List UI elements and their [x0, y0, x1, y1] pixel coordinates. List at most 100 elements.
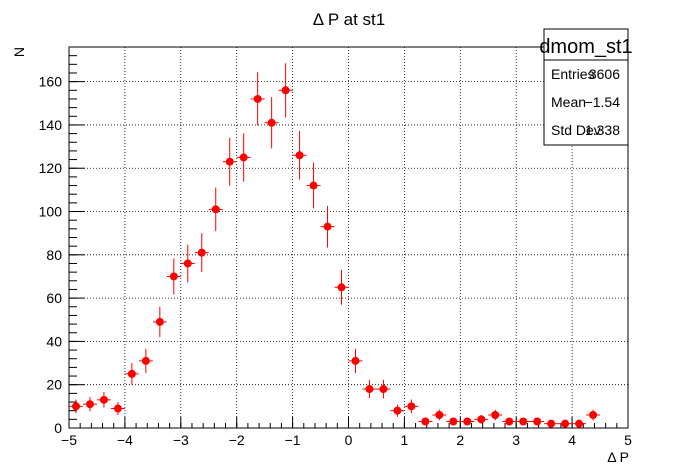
- y-tick-label: 0: [54, 420, 62, 436]
- data-point: [306, 162, 321, 209]
- y-tick-label: 140: [39, 117, 63, 133]
- data-point: [460, 417, 475, 426]
- data-marker: [141, 356, 150, 365]
- data-marker: [197, 248, 206, 257]
- stats-entries-label: Entries: [551, 66, 595, 82]
- data-point: [82, 397, 97, 412]
- x-tick-label: 2: [456, 432, 464, 448]
- data-point: [334, 269, 349, 305]
- stats-mean-label: Mean: [551, 94, 586, 110]
- data-point: [516, 417, 531, 426]
- data-marker: [393, 406, 402, 415]
- data-marker: [477, 415, 486, 424]
- data-marker: [281, 86, 290, 95]
- data-point: [390, 404, 405, 417]
- data-marker: [225, 157, 234, 166]
- data-point: [474, 415, 489, 424]
- data-marker: [463, 417, 472, 426]
- data-marker: [505, 417, 514, 426]
- data-point: [376, 379, 391, 399]
- x-tick-label: −1: [285, 432, 301, 448]
- data-point: [586, 409, 601, 421]
- data-marker: [337, 283, 346, 292]
- data-marker: [435, 411, 444, 420]
- grid-lines: [69, 47, 628, 428]
- stats-entries-value: 3606: [589, 66, 620, 82]
- x-axis-label: Δ P: [607, 449, 629, 465]
- axis-ticks: [68, 46, 629, 429]
- data-marker: [421, 417, 430, 426]
- data-point: [194, 233, 209, 273]
- data-point: [446, 417, 461, 426]
- data-marker: [533, 417, 542, 426]
- stats-box-name: dmom_st1: [539, 36, 632, 58]
- data-marker: [113, 404, 122, 413]
- data-point: [138, 348, 153, 373]
- stats-stddev-label: Std Dev: [551, 122, 601, 138]
- data-point: [264, 97, 279, 149]
- data-marker: [295, 151, 304, 160]
- data-marker: [155, 317, 164, 326]
- data-point: [418, 417, 433, 426]
- y-tick-label: 20: [46, 377, 62, 393]
- data-point: [110, 402, 125, 416]
- data-point: [348, 348, 363, 373]
- data-point: [152, 306, 167, 338]
- y-tick-label: 120: [39, 160, 63, 176]
- x-tick-label: 4: [568, 432, 576, 448]
- data-point: [278, 63, 293, 118]
- data-point: [166, 258, 181, 295]
- data-point: [292, 130, 307, 180]
- data-marker: [183, 259, 192, 268]
- data-marker: [589, 411, 598, 420]
- data-marker: [85, 400, 94, 409]
- data-marker: [71, 402, 80, 411]
- data-marker: [351, 356, 360, 365]
- data-point: [236, 133, 251, 182]
- x-tick-labels: −5 −4 −3 −2 −1 0 1 2 3 4 5: [61, 432, 632, 448]
- data-point: [362, 379, 377, 399]
- data-point: [96, 392, 111, 408]
- data-marker: [449, 417, 458, 426]
- data-marker: [99, 395, 108, 404]
- data-marker: [379, 385, 388, 394]
- x-tick-label: 1: [401, 432, 409, 448]
- data-marker: [407, 402, 416, 411]
- x-tick-label: −3: [173, 432, 189, 448]
- data-point: [208, 187, 223, 232]
- data-marker: [365, 385, 374, 394]
- x-tick-label: −5: [61, 432, 77, 448]
- data-marker: [491, 411, 500, 420]
- data-marker: [127, 369, 136, 378]
- data-marker: [547, 419, 556, 428]
- y-tick-label: 100: [39, 204, 63, 220]
- data-marker: [267, 118, 276, 127]
- data-marker: [323, 222, 332, 231]
- data-marker: [239, 153, 248, 162]
- data-marker: [253, 94, 262, 103]
- x-tick-label: 5: [624, 432, 632, 448]
- data-point: [530, 417, 545, 426]
- data-point: [222, 137, 237, 186]
- x-tick-label: 3: [512, 432, 520, 448]
- data-marker: [211, 205, 220, 214]
- y-axis-label: N: [11, 47, 27, 57]
- data-point: [572, 419, 587, 428]
- data-point: [124, 363, 139, 385]
- data-point: [432, 409, 447, 421]
- y-tick-label: 60: [46, 290, 62, 306]
- data-marker: [309, 181, 318, 190]
- data-point: [320, 205, 335, 248]
- stats-box: dmom_st1 Entries 3606 Mean −1.54 Std Dev…: [539, 28, 633, 146]
- data-point: [488, 409, 503, 421]
- y-tick-label: 40: [46, 333, 62, 349]
- chart-title: Δ P at st1: [313, 10, 385, 29]
- stats-box-frame: [543, 28, 629, 146]
- stats-stddev-value: 1.338: [585, 122, 620, 138]
- y-tick-label: 160: [39, 74, 63, 90]
- data-marker: [561, 419, 570, 428]
- data-point: [502, 417, 517, 426]
- y-tick-label: 80: [46, 247, 62, 263]
- data-point: [250, 72, 265, 126]
